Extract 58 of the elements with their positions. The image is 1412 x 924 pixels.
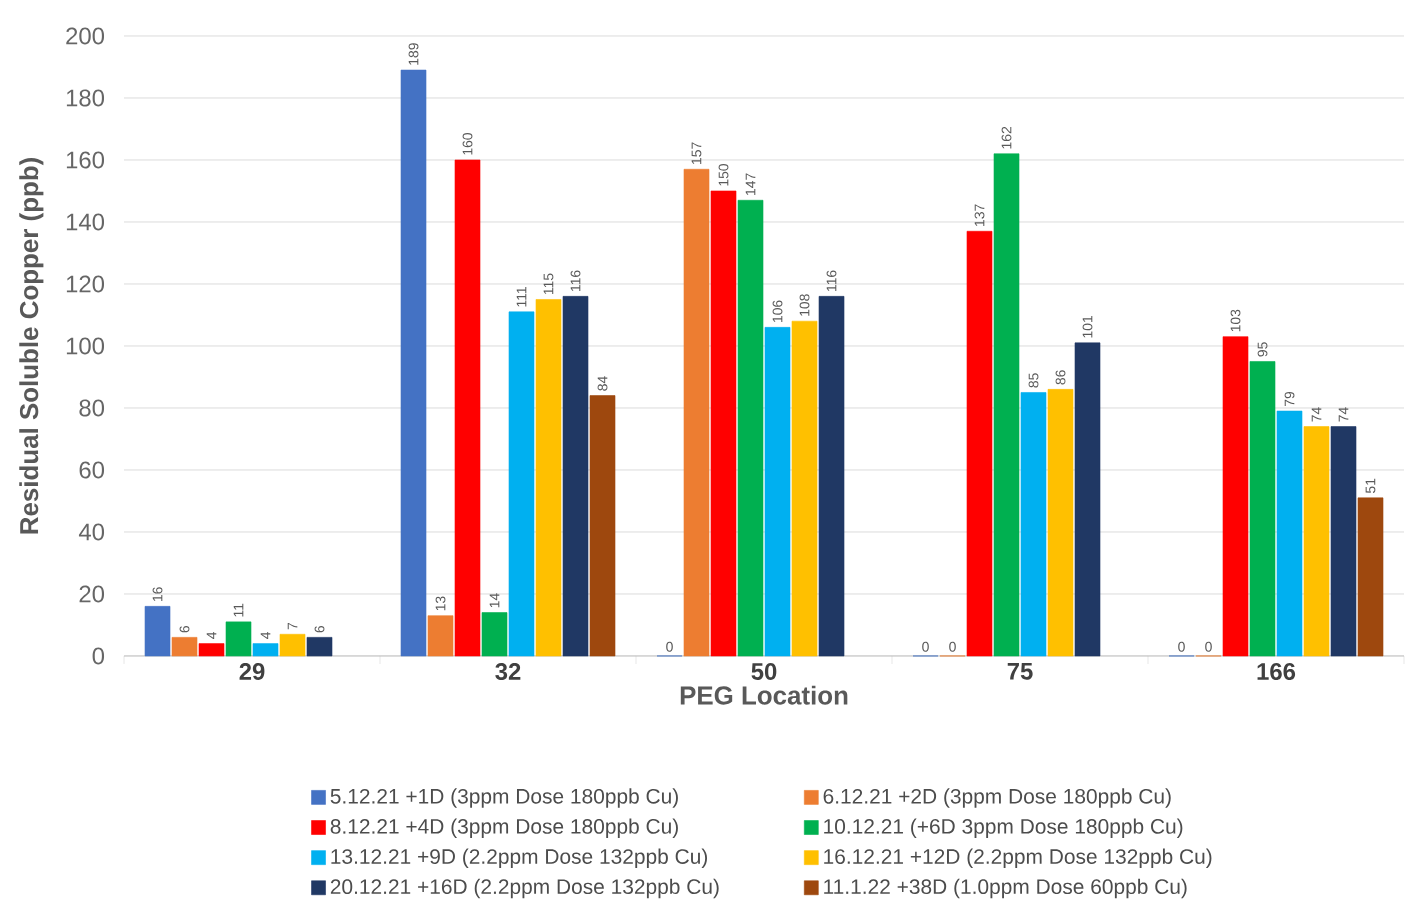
- bar: [1222, 336, 1249, 657]
- bar: [144, 606, 171, 657]
- y-tick-label: 40: [78, 523, 105, 541]
- bar: [454, 159, 481, 657]
- legend-label: 10.12.21 (+6D 3ppm Dose 180ppb Cu): [824, 818, 1183, 838]
- bar: [1357, 497, 1384, 657]
- x-tick-label: 29: [239, 663, 265, 680]
- bar: [171, 637, 198, 657]
- bar: [535, 299, 562, 657]
- bar: [1074, 342, 1101, 657]
- bar: [400, 69, 427, 657]
- bar: [1303, 426, 1330, 657]
- y-tick-label: 120: [66, 275, 105, 293]
- bar: [1047, 389, 1074, 657]
- y-axis-title: Residual Soluble Copper (ppb): [19, 158, 44, 534]
- y-tick-label: 140: [66, 213, 105, 231]
- bar: [427, 615, 454, 657]
- y-tick-label: 200: [66, 27, 105, 45]
- bar: [791, 320, 818, 657]
- bar: [764, 327, 791, 657]
- bar: [279, 633, 306, 657]
- bar: [1249, 361, 1276, 657]
- x-tick-label: 75: [1007, 663, 1033, 680]
- y-tick-label: 160: [66, 151, 105, 169]
- bar: [818, 296, 845, 657]
- y-tick-label: 180: [66, 89, 105, 107]
- y-tick-label: 100: [66, 337, 105, 355]
- y-tick-label: 80: [79, 399, 105, 417]
- bar: [737, 199, 764, 657]
- y-tick-label: 20: [79, 585, 105, 603]
- y-tick-label: 0: [92, 647, 105, 665]
- legend-label: 5.12.21 +1D (3ppm Dose 180ppb Cu): [330, 788, 678, 808]
- bar: [966, 230, 993, 657]
- bar: [481, 612, 508, 657]
- legend-label: 6.12.21 +2D (3ppm Dose 180ppb Cu): [823, 788, 1171, 808]
- x-tick-label: 166: [1257, 663, 1296, 680]
- bar: [1020, 392, 1047, 657]
- bar: [993, 153, 1020, 657]
- bar: [1330, 426, 1357, 657]
- legend-label: 11.1.22 +38D (1.0ppm Dose 60ppb Cu): [824, 878, 1187, 899]
- y-tick-label: 60: [79, 461, 105, 479]
- bar: [683, 168, 710, 657]
- x-tick-label: 32: [495, 663, 521, 680]
- bar: [1276, 410, 1303, 657]
- bar: [306, 637, 333, 657]
- x-tick-label: 50: [751, 663, 777, 680]
- legend-label: 8.12.21 +4D (3ppm Dose 180ppb Cu): [330, 818, 678, 838]
- bar: [562, 296, 589, 657]
- legend-label: 13.12.21 +9D (2.2ppm Dose 132ppb Cu): [331, 848, 708, 869]
- bar: [710, 190, 737, 657]
- x-axis-title: PEG Location: [680, 685, 848, 705]
- bar: [225, 621, 252, 657]
- bar: [198, 643, 225, 657]
- bar: [508, 311, 535, 657]
- legend-label: 20.12.21 +16D (2.2ppm Dose 132ppb Cu): [330, 878, 719, 899]
- bar: [252, 643, 279, 657]
- legend-label: 16.12.21 +12D (2.2ppm Dose 132ppb Cu): [824, 848, 1212, 869]
- bar: [589, 395, 616, 657]
